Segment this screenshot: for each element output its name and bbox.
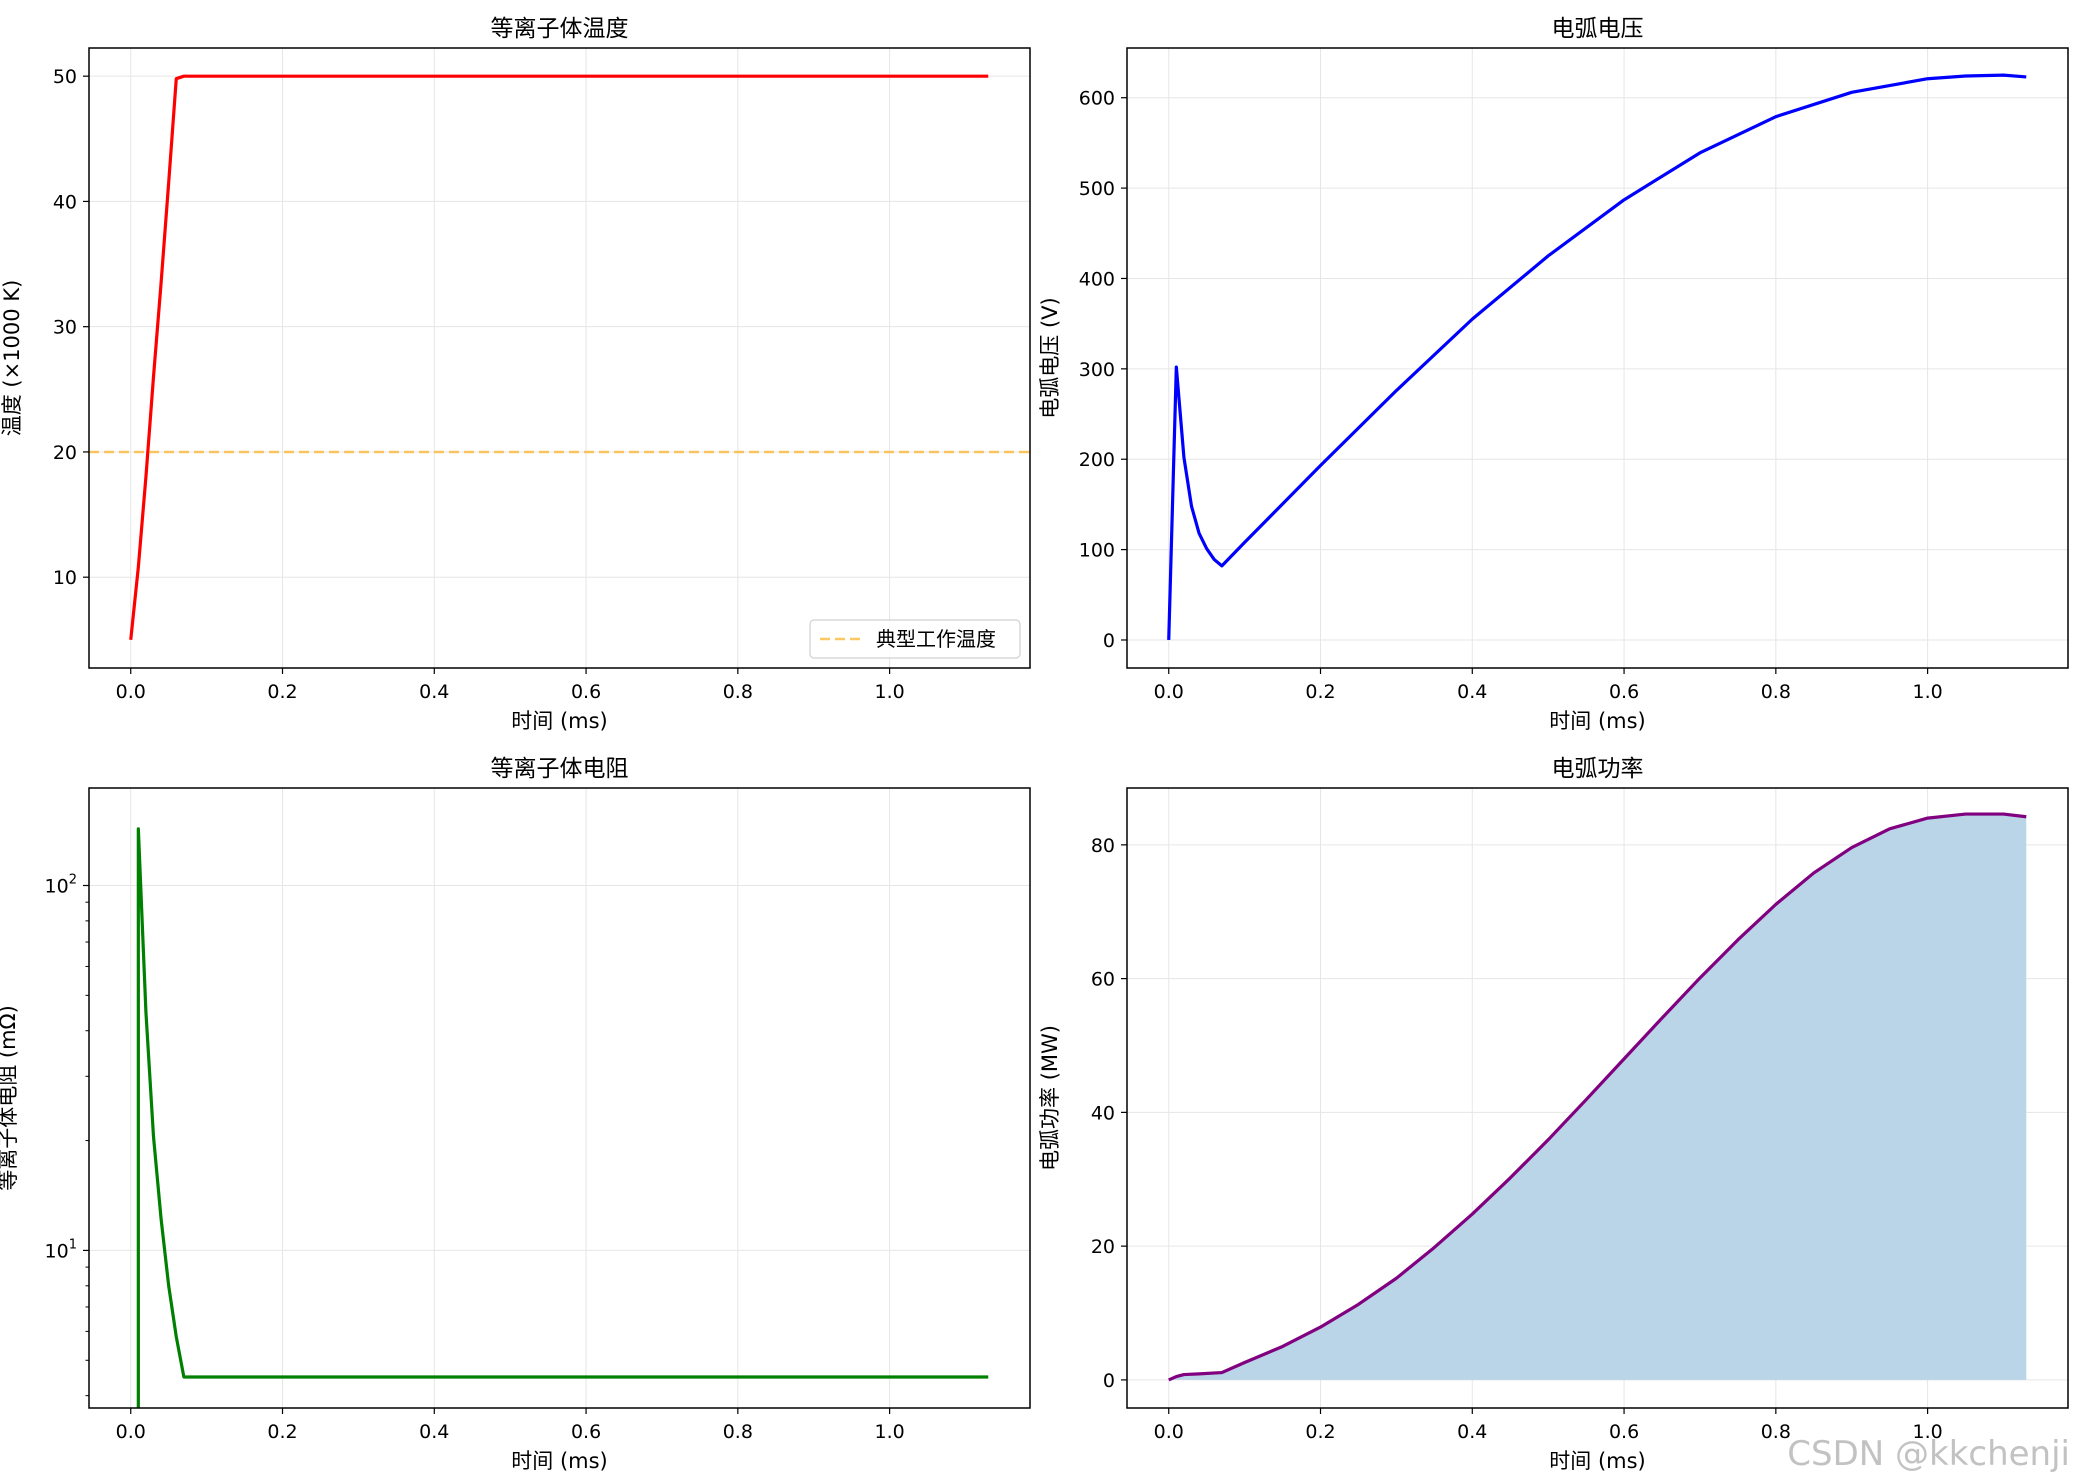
legend-box [809,619,1021,659]
x-tick-label: 0.6 [571,681,601,703]
series-line [136,827,989,1408]
y-axis-label: 温度 (×1000 K) [0,280,24,437]
x-tick-label: 0.8 [723,681,753,703]
y-tick-label: 0 [1103,630,1115,652]
x-tick-label: 0.0 [1154,1421,1184,1443]
x-tick-label: 0.4 [419,1421,449,1443]
y-tick-label: 101 [45,1237,77,1262]
chart-title: 等离子体温度 [491,16,629,42]
y-axis-label: 等离子体电阻 (mΩ) [0,1005,20,1191]
y-tick-label: 400 [1079,268,1115,290]
panel-2: 0.0 0.2 0.4 0.6 0.8 1.0 0 100 200 300 400 500 600 电弧电… [1038,16,2069,733]
x-tick-label: 0.0 [116,681,146,703]
x-tick-label: 0.8 [723,1421,753,1443]
legend: 典型工作温度 [809,619,1021,659]
x-tick-label: 0.2 [267,681,297,703]
x-tick-label: 0.6 [1609,1421,1639,1443]
x-tick-label: 0.0 [116,1421,146,1443]
y-tick-label: 30 [53,317,77,339]
axes-frame [1126,47,2069,669]
axes-frame [88,787,1031,1409]
x-axis-label: 时间 (ms) [511,1449,607,1473]
y-tick-label: 600 [1079,88,1115,110]
x-tick-label: 0.2 [267,1421,297,1443]
series-line [1168,812,2027,1382]
y-tick-label: 500 [1079,178,1115,200]
chart-title: 电弧电压 [1552,16,1644,42]
x-tick-label: 0.4 [1457,681,1487,703]
x-tick-label: 0.4 [1457,1421,1487,1443]
y-tick-label: 20 [1091,1236,1115,1258]
x-tick-label: 0.2 [1305,1421,1335,1443]
series-line [129,74,989,640]
y-tick-label: 300 [1079,359,1115,381]
x-tick-label: 0.6 [571,1421,601,1443]
y-tick-label: 40 [1091,1102,1115,1124]
y-tick-label: 50 [53,66,77,88]
axes-frame [88,47,1031,669]
watermark: CSDN @kkchenji [1787,1434,2070,1474]
legend-label: 典型工作温度 [876,627,996,651]
x-tick-label: 1.0 [874,1421,904,1443]
y-tick-label: 102 [45,872,77,897]
x-tick-label: 1.0 [874,681,904,703]
y-tick-label: 200 [1079,449,1115,471]
x-tick-label: 0.2 [1305,681,1335,703]
y-tick-label: 80 [1091,835,1115,857]
x-tick-label: 0.4 [419,681,449,703]
x-axis-label: 时间 (ms) [511,709,607,733]
y-tick-label: 60 [1091,969,1115,991]
chart-title: 电弧功率 [1552,756,1644,782]
x-tick-label: 1.0 [1912,681,1942,703]
x-axis-label: 时间 (ms) [1549,709,1645,733]
x-axis-label: 时间 (ms) [1549,1449,1645,1473]
x-tick-label: 0.0 [1154,681,1184,703]
area-fill [1168,814,2027,1380]
x-tick-label: 0.8 [1761,681,1791,703]
y-axis-label: 电弧电压 (V) [1038,297,1062,418]
chart-title: 等离子体电阻 [491,756,629,782]
y-tick-label: 20 [53,442,77,464]
series-line [1167,73,2027,641]
y-tick-label: 100 [1079,540,1115,562]
x-tick-label: 1.0 [1912,1421,1942,1443]
y-tick-label: 40 [53,191,77,213]
y-tick-label: 10 [53,567,77,589]
x-tick-label: 0.6 [1609,681,1639,703]
y-axis-label: 电弧功率 (MW) [1038,1025,1062,1171]
y-tick-label: 0 [1103,1370,1115,1392]
axes-frame [1126,787,2069,1409]
x-tick-label: 0.8 [1761,1421,1791,1443]
